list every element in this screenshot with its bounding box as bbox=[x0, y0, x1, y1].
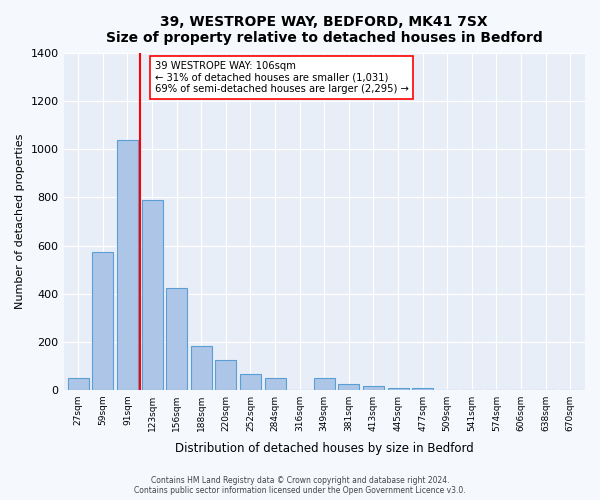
Bar bbox=[240, 374, 261, 390]
Bar bbox=[142, 200, 163, 390]
Bar bbox=[166, 288, 187, 390]
Bar bbox=[191, 346, 212, 390]
Bar bbox=[117, 140, 138, 390]
Text: 39 WESTROPE WAY: 106sqm
← 31% of detached houses are smaller (1,031)
69% of semi: 39 WESTROPE WAY: 106sqm ← 31% of detache… bbox=[155, 60, 409, 94]
Bar bbox=[92, 252, 113, 390]
Bar bbox=[265, 378, 286, 390]
Bar bbox=[388, 388, 409, 390]
Bar bbox=[412, 388, 433, 390]
Bar bbox=[314, 378, 335, 390]
Bar bbox=[363, 386, 384, 390]
Bar bbox=[338, 384, 359, 390]
X-axis label: Distribution of detached houses by size in Bedford: Distribution of detached houses by size … bbox=[175, 442, 473, 455]
Text: Contains HM Land Registry data © Crown copyright and database right 2024.
Contai: Contains HM Land Registry data © Crown c… bbox=[134, 476, 466, 495]
Title: 39, WESTROPE WAY, BEDFORD, MK41 7SX
Size of property relative to detached houses: 39, WESTROPE WAY, BEDFORD, MK41 7SX Size… bbox=[106, 15, 542, 45]
Y-axis label: Number of detached properties: Number of detached properties bbox=[15, 134, 25, 309]
Bar bbox=[215, 360, 236, 390]
Bar bbox=[68, 378, 89, 390]
